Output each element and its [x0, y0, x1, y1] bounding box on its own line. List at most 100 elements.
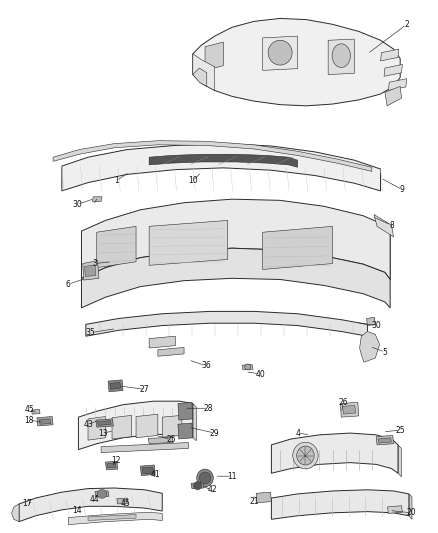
- Polygon shape: [32, 409, 40, 414]
- Polygon shape: [162, 415, 182, 437]
- Polygon shape: [12, 504, 19, 522]
- Polygon shape: [53, 141, 372, 172]
- Polygon shape: [101, 442, 188, 453]
- Ellipse shape: [332, 44, 350, 68]
- Text: 4: 4: [295, 429, 300, 438]
- Text: 35: 35: [85, 328, 95, 337]
- Polygon shape: [62, 143, 381, 191]
- Text: 12: 12: [112, 456, 121, 465]
- Polygon shape: [193, 54, 215, 91]
- Text: 5: 5: [382, 348, 387, 357]
- Ellipse shape: [245, 364, 251, 370]
- Polygon shape: [205, 42, 223, 70]
- Polygon shape: [149, 221, 228, 265]
- Text: 14: 14: [72, 506, 82, 515]
- Text: 10: 10: [188, 176, 198, 185]
- Ellipse shape: [293, 442, 318, 469]
- Text: 17: 17: [22, 499, 32, 508]
- Polygon shape: [360, 332, 380, 362]
- Polygon shape: [178, 423, 193, 439]
- Polygon shape: [117, 498, 128, 504]
- Text: 20: 20: [406, 508, 416, 518]
- Polygon shape: [19, 488, 162, 522]
- Polygon shape: [106, 462, 118, 470]
- Text: 43: 43: [83, 421, 93, 429]
- Text: 30: 30: [371, 321, 381, 330]
- Polygon shape: [141, 465, 155, 475]
- Polygon shape: [112, 415, 132, 439]
- Text: 1: 1: [114, 176, 119, 185]
- Text: 9: 9: [400, 185, 405, 194]
- Polygon shape: [328, 39, 354, 75]
- Polygon shape: [149, 154, 297, 167]
- Polygon shape: [384, 64, 403, 76]
- Text: 36: 36: [201, 361, 211, 370]
- Polygon shape: [136, 414, 158, 438]
- Text: 25: 25: [166, 435, 176, 444]
- Text: 42: 42: [208, 485, 217, 494]
- Polygon shape: [149, 336, 175, 348]
- Text: 30: 30: [72, 200, 82, 209]
- Polygon shape: [272, 490, 409, 519]
- Text: 45: 45: [120, 499, 130, 508]
- Text: 26: 26: [339, 398, 348, 407]
- Text: 29: 29: [210, 429, 219, 438]
- Polygon shape: [178, 402, 193, 420]
- Text: 8: 8: [389, 221, 394, 230]
- Polygon shape: [398, 445, 402, 477]
- Polygon shape: [263, 36, 297, 70]
- Polygon shape: [97, 227, 136, 268]
- Polygon shape: [148, 437, 173, 443]
- Polygon shape: [389, 79, 407, 91]
- Ellipse shape: [199, 472, 211, 484]
- Text: 40: 40: [256, 369, 265, 378]
- Text: 21: 21: [249, 497, 259, 506]
- Polygon shape: [68, 512, 162, 524]
- Polygon shape: [343, 405, 356, 414]
- Text: 44: 44: [90, 495, 99, 504]
- Polygon shape: [376, 435, 394, 445]
- Text: 6: 6: [66, 280, 71, 289]
- Polygon shape: [256, 492, 272, 503]
- Polygon shape: [96, 419, 113, 427]
- Text: 27: 27: [140, 385, 150, 394]
- Polygon shape: [158, 348, 184, 356]
- Text: 25: 25: [396, 426, 405, 434]
- Polygon shape: [110, 382, 121, 390]
- Polygon shape: [142, 467, 153, 474]
- Polygon shape: [193, 68, 207, 86]
- Polygon shape: [409, 494, 412, 519]
- Polygon shape: [272, 433, 398, 473]
- Polygon shape: [98, 421, 111, 425]
- Polygon shape: [95, 491, 109, 497]
- Polygon shape: [385, 233, 390, 284]
- Text: 45: 45: [24, 405, 34, 414]
- Polygon shape: [85, 265, 96, 277]
- Text: 2: 2: [404, 20, 409, 29]
- Polygon shape: [263, 227, 332, 270]
- Ellipse shape: [268, 41, 292, 65]
- Polygon shape: [242, 365, 253, 370]
- Text: 13: 13: [99, 429, 108, 438]
- Text: 3: 3: [92, 259, 97, 268]
- Polygon shape: [193, 403, 196, 441]
- Polygon shape: [388, 506, 403, 513]
- Polygon shape: [374, 214, 394, 237]
- Text: 41: 41: [151, 470, 160, 479]
- Polygon shape: [108, 380, 123, 392]
- Polygon shape: [191, 483, 204, 489]
- Text: 28: 28: [203, 404, 213, 413]
- Polygon shape: [340, 402, 359, 417]
- Polygon shape: [378, 438, 392, 443]
- Polygon shape: [107, 463, 116, 468]
- Ellipse shape: [197, 469, 213, 487]
- Text: 11: 11: [227, 472, 237, 481]
- Text: 18: 18: [25, 416, 34, 425]
- Polygon shape: [88, 514, 136, 521]
- Ellipse shape: [194, 481, 201, 490]
- Ellipse shape: [97, 489, 107, 498]
- Polygon shape: [39, 419, 51, 424]
- Polygon shape: [81, 199, 390, 279]
- Polygon shape: [83, 261, 99, 280]
- Ellipse shape: [297, 446, 314, 465]
